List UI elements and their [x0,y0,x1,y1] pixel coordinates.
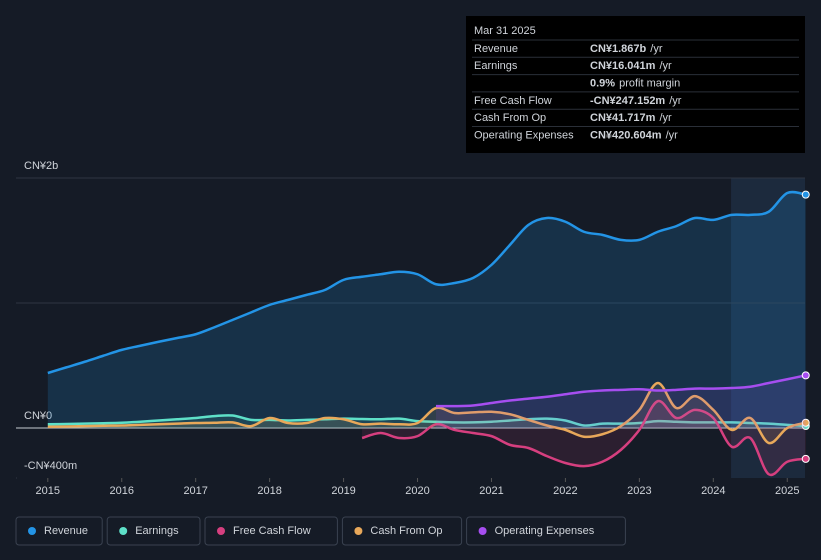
tooltip-value: CN¥420.604m [590,129,662,141]
tooltip-value: -CN¥247.152m [590,95,665,107]
x-tick-label: 2024 [701,485,725,497]
series-area [47,192,806,428]
tooltip-box [466,16,805,153]
tooltip-value: CN¥16.041m [590,60,656,72]
legend-box[interactable] [341,516,463,546]
legend-item[interactable]: Free Cash Flow [204,516,338,546]
x-tick-label: 2018 [257,485,281,497]
series-line [47,381,807,445]
legend-dot [217,527,225,535]
legend-box[interactable] [204,516,338,546]
end-dot [801,371,810,380]
tooltip-unit: /yr [659,112,672,124]
tooltip-label: Earnings [474,60,518,72]
tooltip-label: Free Cash Flow [474,95,552,107]
x-tick-label: 2015 [36,485,60,497]
x-tick-label: 2019 [331,485,355,497]
legend-box[interactable] [15,516,103,546]
series-line [47,414,806,428]
y-tick-label: CN¥2b [24,160,58,172]
legend-label: Earnings [135,525,179,537]
tooltip-unit: /yr [659,60,672,72]
legend-dot [354,527,363,535]
legend-item[interactable]: Revenue [15,516,103,546]
tooltip-unit: /yr [669,95,682,107]
legend-item[interactable]: Earnings [106,516,201,546]
x-tick-label: 2020 [405,485,429,497]
legend-item[interactable]: Cash From Op [341,516,463,546]
tooltip-unit: /yr [650,43,663,55]
series-line [436,374,806,408]
legend-box[interactable] [106,516,201,546]
legend-label: Free Cash Flow [233,525,311,537]
end-dot [801,454,810,463]
legend-dot [28,527,36,535]
y-tick-label: CN¥0 [24,410,52,422]
x-tick-label: 2016 [110,485,134,497]
legend-dot [478,527,487,535]
legend-dot [119,527,128,535]
tooltip-label: Revenue [474,43,518,55]
series-line [47,190,806,375]
x-tick-label: 2022 [553,485,577,497]
x-tick-label: 2021 [479,485,503,497]
legend-label: Cash From Op [370,525,442,537]
legend-item[interactable]: Operating Expenses [466,516,626,546]
x-tick-label: 2017 [183,485,207,497]
series-area [436,375,806,428]
series-line [361,399,806,477]
end-dot [801,418,810,427]
tooltip-value: CN¥1.867b [590,43,647,55]
end-dot [801,190,810,199]
tooltip: Mar 31 2025 Revenue CN¥1.867b/yr Earnings CN… [466,16,805,153]
legend-box[interactable] [466,516,626,546]
legend-label: Operating Expenses [495,525,595,537]
tooltip-value: 0.9% [590,78,615,90]
x-tick-label: 2025 [775,485,799,497]
x-tick-label: 2023 [627,485,651,497]
legend-label: Revenue [44,525,88,537]
tooltip-unit: profit margin [619,78,680,90]
tooltip-value: CN¥41.717m [590,112,656,124]
tooltip-label: Cash From Op [474,112,546,124]
tooltip-unit: /yr [666,129,679,141]
tooltip-label: Operating Expenses [474,129,574,141]
y-tick-label: -CN¥400m [24,460,77,472]
tooltip-date: Mar 31 2025 [474,25,536,37]
